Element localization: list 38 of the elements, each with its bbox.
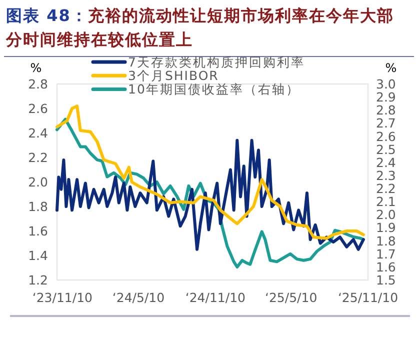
y2-tick-label: 2.9 <box>376 90 396 105</box>
legend-label: 7天存款类机构质押回购利率 <box>128 54 305 70</box>
y2-tick-label: 2.6 <box>376 128 396 144</box>
y2-tick-label: 1.6 <box>376 259 396 274</box>
y2-tick-label: 2.5 <box>376 142 396 157</box>
y2-tick-label: 2.0 <box>376 207 396 222</box>
x-tick-label: ‘25/11/10 <box>338 290 398 305</box>
y2-tick-label: 3.0 <box>376 76 396 92</box>
y-axis-title: % <box>30 61 42 75</box>
line-series <box>56 138 365 251</box>
y-tick-label: 1.2 <box>28 272 48 288</box>
y-tick-label: 2.4 <box>28 126 48 140</box>
legend-label: 10年期国债收益率（右轴） <box>128 82 300 97</box>
y-tick-label: 2.8 <box>28 76 48 92</box>
line-series <box>56 104 365 240</box>
x-tick-label: ‘24/5/10 <box>112 290 165 305</box>
y2-tick-label: 2.1 <box>376 194 396 210</box>
y-tick-label: 2.0 <box>28 174 48 190</box>
y2-tick-label: 1.8 <box>376 233 396 248</box>
y2-tick-label: 1.5 <box>376 272 396 288</box>
legend-label: 3个月SHIBOR <box>128 68 219 84</box>
x-tick-label: ‘23/11/10 <box>32 290 93 305</box>
y2-tick-label: 2.7 <box>376 116 396 131</box>
y2-tick-label: 1.7 <box>376 246 396 262</box>
y-tick-label: 1.6 <box>28 224 48 238</box>
x-tick-label: ‘25/5/10 <box>265 290 318 305</box>
y-tick-label: 1.8 <box>28 199 48 214</box>
y-tick-label: 2.6 <box>28 101 48 116</box>
y2-tick-label: 2.3 <box>376 168 396 183</box>
y2-axis-title: % <box>385 61 397 75</box>
y2-tick-label: 2.4 <box>376 154 396 170</box>
y2-tick-label: 2.8 <box>376 102 396 118</box>
x-tick-label: ‘24/11/10 <box>185 290 246 305</box>
y-tick-label: 1.4 <box>28 248 48 263</box>
y-tick-label: 2.2 <box>28 150 48 165</box>
y2-tick-label: 1.9 <box>376 220 396 236</box>
chart-title: 图表 48：充裕的流动性让短期市场利率在今年大部分时间维持在较低位置上 <box>6 5 395 51</box>
y2-tick-label: 2.2 <box>376 181 396 196</box>
